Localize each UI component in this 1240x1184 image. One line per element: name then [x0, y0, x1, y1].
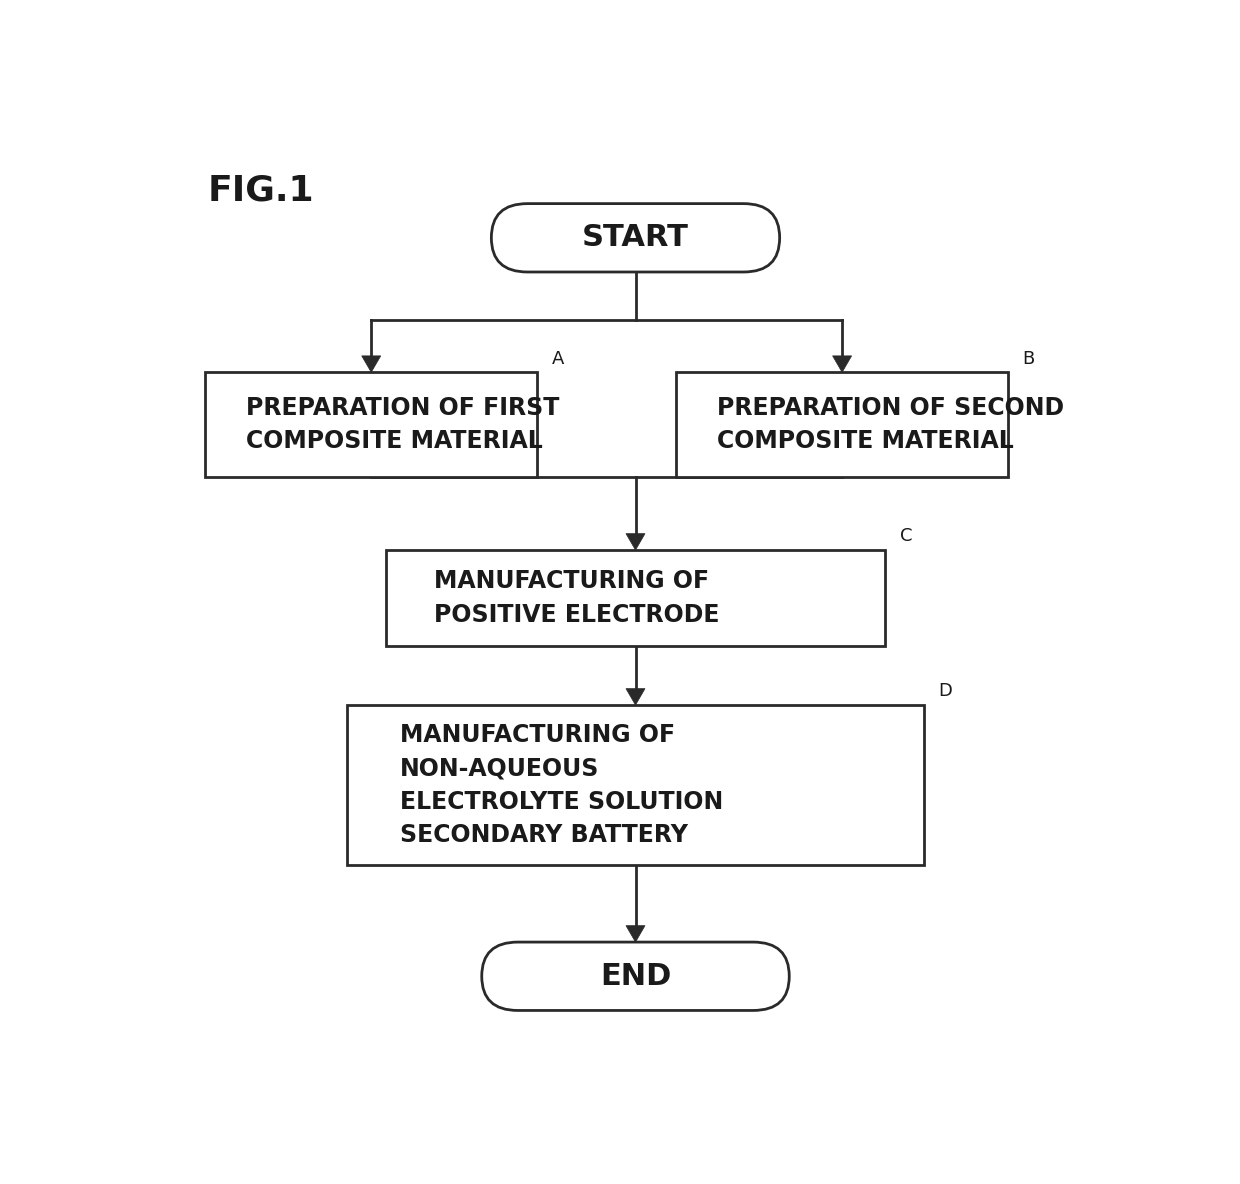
Text: FIG.1: FIG.1 [208, 174, 315, 208]
Text: A: A [552, 349, 564, 368]
Polygon shape [362, 356, 381, 372]
Polygon shape [626, 689, 645, 704]
Text: END: END [600, 961, 671, 991]
Text: MANUFACTURING OF
NON-AQUEOUS
ELECTROLYTE SOLUTION
SECONDARY BATTERY: MANUFACTURING OF NON-AQUEOUS ELECTROLYTE… [401, 722, 723, 847]
Bar [347, 704, 924, 864]
Text: C: C [900, 528, 913, 546]
Text: D: D [939, 682, 952, 701]
Bar [676, 372, 1008, 477]
FancyBboxPatch shape [491, 204, 780, 272]
Polygon shape [626, 534, 645, 551]
Text: MANUFACTURING OF
POSITIVE ELECTRODE: MANUFACTURING OF POSITIVE ELECTRODE [434, 570, 719, 626]
Bar [206, 372, 537, 477]
Bar [386, 551, 885, 645]
FancyBboxPatch shape [481, 942, 789, 1010]
Text: PREPARATION OF FIRST
COMPOSITE MATERIAL: PREPARATION OF FIRST COMPOSITE MATERIAL [247, 395, 559, 453]
Polygon shape [626, 926, 645, 942]
Polygon shape [832, 356, 852, 372]
Text: PREPARATION OF SECOND
COMPOSITE MATERIAL: PREPARATION OF SECOND COMPOSITE MATERIAL [717, 395, 1064, 453]
Text: START: START [582, 224, 689, 252]
Text: B: B [1022, 349, 1034, 368]
